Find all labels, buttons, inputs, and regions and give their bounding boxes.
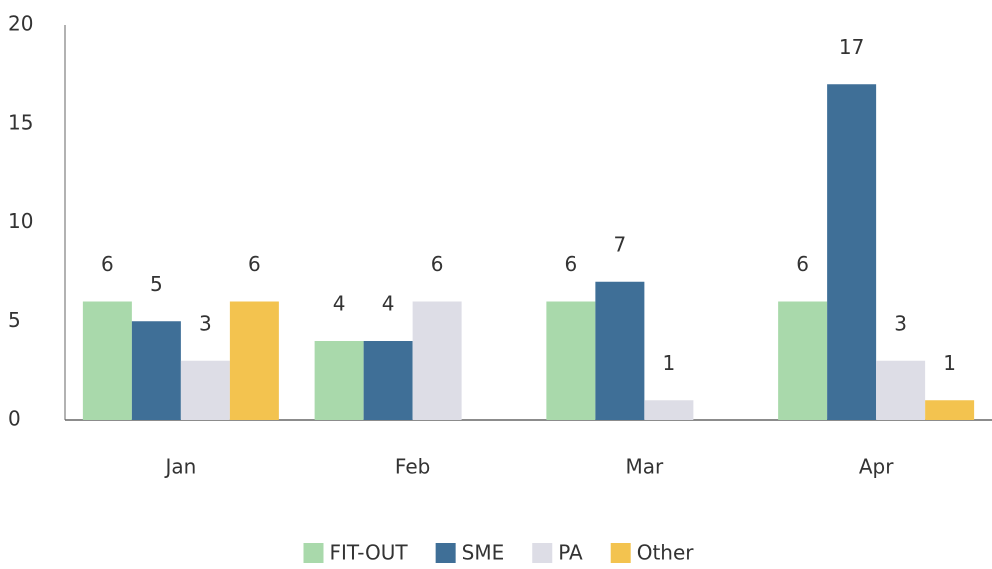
data-label: 3 bbox=[199, 311, 212, 335]
data-label: 6 bbox=[248, 252, 261, 276]
bar bbox=[314, 341, 364, 420]
legend-label: Other bbox=[637, 541, 695, 565]
data-label: 4 bbox=[382, 292, 395, 316]
data-label: 7 bbox=[614, 232, 627, 256]
x-tick-label: Mar bbox=[626, 455, 665, 479]
data-label: 4 bbox=[333, 292, 346, 316]
y-tick-label: 5 bbox=[8, 308, 21, 332]
bar bbox=[925, 400, 975, 420]
legend-swatch bbox=[610, 543, 631, 563]
data-label: 6 bbox=[565, 252, 578, 276]
data-label: 3 bbox=[894, 311, 907, 335]
legend-swatch bbox=[532, 543, 553, 563]
data-label: 17 bbox=[839, 35, 864, 59]
bar bbox=[595, 281, 645, 420]
data-label: 6 bbox=[796, 252, 809, 276]
bar bbox=[778, 301, 828, 420]
data-label: 6 bbox=[101, 252, 114, 276]
legend-label: SME bbox=[462, 541, 505, 565]
bar bbox=[180, 360, 230, 420]
x-tick-label: Apr bbox=[859, 455, 894, 479]
bar bbox=[363, 341, 413, 420]
bar bbox=[82, 301, 132, 420]
bar bbox=[229, 301, 279, 420]
legend-label: PA bbox=[558, 541, 583, 565]
data-label: 6 bbox=[431, 252, 444, 276]
bar bbox=[546, 301, 596, 420]
bar bbox=[131, 321, 181, 420]
y-tick-label: 20 bbox=[8, 12, 33, 36]
data-label: 5 bbox=[150, 272, 163, 296]
bar bbox=[644, 400, 694, 420]
bar bbox=[876, 360, 926, 420]
legend-swatch bbox=[435, 543, 456, 563]
data-label: 1 bbox=[663, 351, 676, 375]
data-label: 1 bbox=[943, 351, 956, 375]
bar bbox=[412, 301, 462, 420]
y-tick-label: 15 bbox=[8, 110, 33, 134]
y-tick-label: 10 bbox=[8, 209, 33, 233]
x-tick-label: Feb bbox=[395, 455, 430, 479]
x-tick-label: Jan bbox=[163, 455, 196, 479]
legend-swatch bbox=[303, 543, 324, 563]
y-tick-label: 0 bbox=[8, 407, 21, 431]
bar bbox=[827, 84, 877, 420]
legend-label: FIT-OUT bbox=[329, 541, 408, 565]
